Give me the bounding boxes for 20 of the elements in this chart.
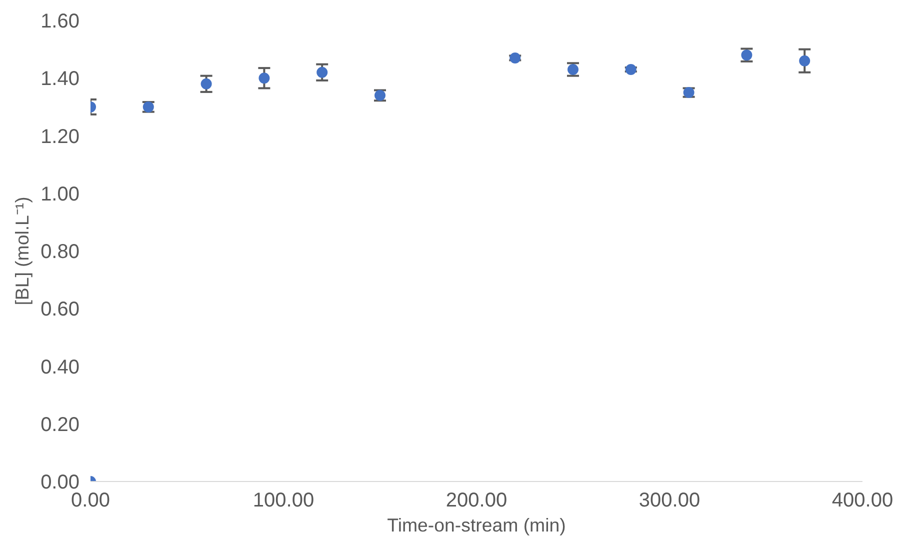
- point: [316, 66, 328, 78]
- y-tick-label: 1.40: [40, 68, 80, 90]
- x-tick-label: 100.00: [252, 490, 314, 512]
- y-tick-label: 0.60: [40, 298, 80, 321]
- point: [510, 52, 521, 64]
- y-tick-label: 1.00: [40, 183, 80, 206]
- x-axis-title: Time-on-stream (min): [387, 514, 566, 536]
- y-axis-title: [BL] (mol.L⁻¹): [12, 196, 33, 306]
- y-tick-label: 0.40: [40, 356, 80, 378]
- point: [799, 55, 810, 66]
- x-tick-label: 300.00: [638, 490, 700, 512]
- y-tick-label: 1.60: [40, 10, 80, 32]
- x-tick-label: 400.00: [832, 490, 894, 512]
- y-tick-label: 0.20: [40, 414, 80, 436]
- y-tick-label: 0.80: [40, 241, 80, 263]
- x-tick-label: 200.00: [446, 490, 508, 512]
- point: [200, 78, 212, 90]
- point: [258, 72, 270, 84]
- y-tick-label: 1.20: [40, 126, 80, 148]
- point: [625, 64, 636, 75]
